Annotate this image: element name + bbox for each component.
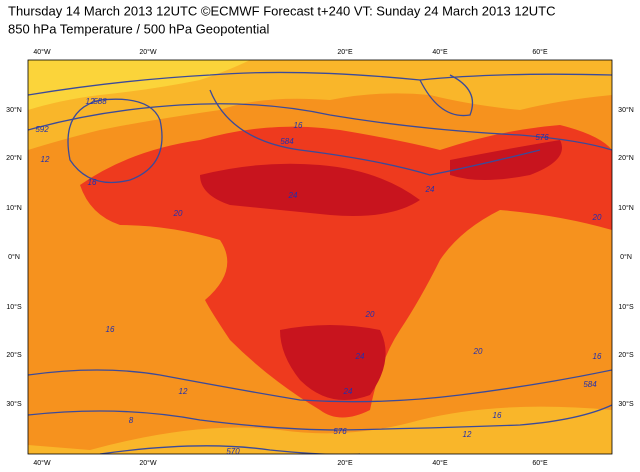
contour-label: 12: [179, 387, 188, 396]
contour-label: 576: [535, 133, 549, 142]
lat-label: 30°N: [618, 106, 634, 114]
contour-label: 24: [343, 387, 353, 396]
lon-label: 40°E: [432, 459, 448, 467]
contour-label: 588: [93, 97, 107, 106]
lat-label: 10°S: [618, 303, 634, 311]
contour: [28, 103, 612, 151]
title: Thursday 14 March 2013 12UTC ©ECMWF Fore…: [8, 3, 556, 18]
contour-label: 16: [88, 178, 97, 187]
lat-label: 30°S: [618, 400, 634, 408]
contour-label: 16: [106, 325, 115, 334]
contour-label: 584: [583, 380, 597, 389]
contour-label: 12: [463, 430, 472, 439]
contour-label: 20: [592, 213, 602, 222]
contour-label: 16: [593, 352, 602, 361]
contour-label: 576: [333, 427, 347, 436]
lat-label: 30°N: [6, 106, 22, 114]
contour: [28, 404, 612, 431]
contour-label: 8: [129, 416, 134, 425]
cold-area: [28, 60, 250, 110]
contour-label: 20: [365, 310, 375, 319]
lon-label: 20°E: [337, 48, 353, 56]
lat-label: 20°N: [6, 154, 22, 162]
hot-area: [200, 140, 562, 400]
south-cool: [28, 406, 612, 454]
lon-label: 20°W: [139, 48, 157, 56]
contour-label: 24: [288, 191, 298, 200]
lat-label: 10°N: [618, 204, 634, 212]
frame: [27, 59, 613, 455]
contour-label: 24: [425, 185, 435, 194]
contour: [67, 98, 163, 184]
lat-label: 20°S: [618, 351, 634, 359]
lat-label: 10°S: [6, 303, 22, 311]
contour: [419, 74, 474, 117]
contour: [99, 445, 360, 454]
lon-label: 60°E: [532, 48, 548, 56]
lat-label: 0°N: [8, 253, 20, 261]
lon-label: 60°E: [532, 459, 548, 467]
lon-label: 20°W: [139, 459, 157, 467]
lat-label: 0°N: [620, 253, 632, 261]
lat-label: 20°N: [618, 154, 634, 162]
map: [27, 59, 613, 455]
lon-label: 40°W: [33, 48, 51, 56]
warm-area: [80, 125, 612, 418]
lon-label: 40°E: [432, 48, 448, 56]
contour-label: 16: [294, 121, 303, 130]
lon-label: 40°W: [33, 459, 51, 467]
contour-label: 12: [86, 97, 95, 106]
contour: [209, 89, 541, 176]
contour-label: 20: [173, 209, 183, 218]
contour-label: 12: [41, 155, 50, 164]
contour: [28, 71, 612, 96]
lat-label: 30°S: [6, 400, 22, 408]
contour-label: 16: [493, 411, 502, 420]
lat-label: 10°N: [6, 204, 22, 212]
contour-label: 592: [35, 125, 49, 134]
contour-label: 584: [280, 137, 294, 146]
subtitle: 850 hPa Temperature / 500 hPa Geopotenti…: [8, 21, 270, 36]
contour-label: 20: [473, 347, 483, 356]
lon-label: 20°E: [337, 459, 353, 467]
contour-label: 570: [226, 447, 240, 456]
contour: [28, 369, 612, 403]
contour-label: 24: [355, 352, 365, 361]
lat-label: 20°S: [6, 351, 22, 359]
